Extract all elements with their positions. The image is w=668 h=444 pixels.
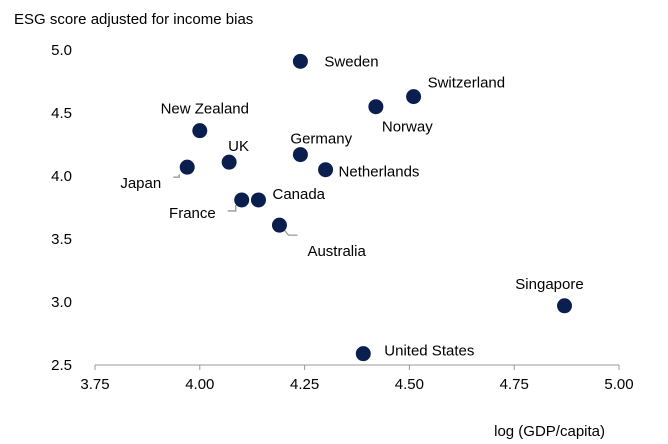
y-tick-label: 2.5 [51,357,72,374]
label-new-zealand: New Zealand [161,101,249,118]
x-tick-label: 3.75 [80,376,109,393]
data-points [179,53,573,362]
point-canada [250,192,266,208]
point-japan [179,159,195,175]
label-norway: Norway [382,119,433,136]
label-canada: Canada [272,186,325,203]
x-axis-title: log (GDP/capita) [494,423,605,440]
point-labels: Sweden Switzerland Norway New Zealand German… [120,53,583,359]
x-axis: 3.75 4.00 4.25 4.50 4.75 5.00 [80,365,634,393]
label-uk: UK [228,138,249,155]
label-switzerland: Switzerland [428,75,506,92]
leader-line-australia [283,229,298,236]
point-netherlands [318,162,334,178]
point-norway [368,99,384,115]
x-tick-label: 5.00 [604,376,633,393]
x-tick-label: 4.50 [395,376,424,393]
label-singapore: Singapore [515,276,583,293]
label-sweden: Sweden [324,53,378,70]
y-tick-label: 4.0 [51,168,72,185]
chart-title: ESG score adjusted for income bias [14,11,253,28]
y-tick-label: 4.5 [51,105,72,122]
label-netherlands: Netherlands [339,164,420,181]
y-tick-label: 5.0 [51,42,72,59]
x-tick-label: 4.00 [185,376,214,393]
label-france: France [169,205,216,222]
label-united-states: United States [384,343,474,360]
point-sweden [292,53,308,69]
y-tick-label: 3.5 [51,231,72,248]
leader-line-france [227,204,237,212]
label-japan: Japan [120,175,161,192]
point-germany [292,147,308,163]
point-australia [271,217,287,233]
point-new-zealand [192,123,208,139]
x-tick-label: 4.75 [500,376,529,393]
x-tick-label: 4.25 [290,376,319,393]
leader-line-japan [173,174,180,178]
point-united-states [355,346,371,362]
point-singapore [557,298,573,314]
label-australia: Australia [307,243,366,260]
leader-lines [173,174,298,236]
y-tick-label: 3.0 [51,294,72,311]
label-germany: Germany [290,131,352,148]
point-france [234,192,250,208]
y-axis: 2.5 3.0 3.5 4.0 4.5 5.0 [51,42,72,374]
point-uk [221,154,237,170]
point-switzerland [406,89,422,105]
